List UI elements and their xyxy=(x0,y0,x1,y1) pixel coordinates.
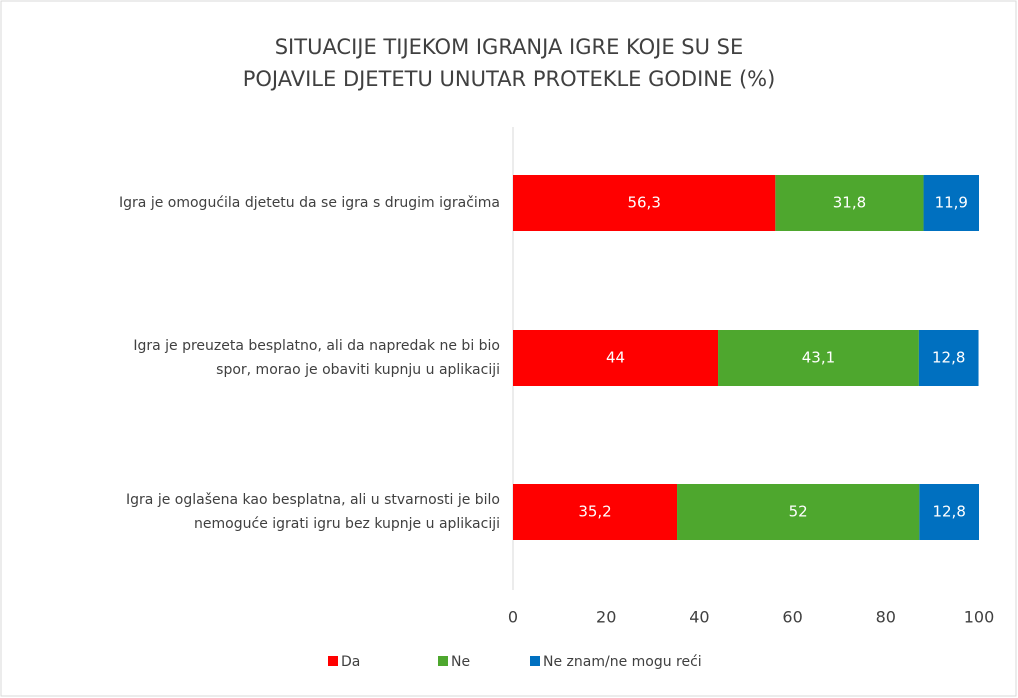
bar-segment xyxy=(677,484,920,540)
data-label: 52 xyxy=(789,503,808,521)
legend-swatch xyxy=(328,656,338,666)
y-tick-label: Igra je omogućila djetetu da se igra s d… xyxy=(119,195,500,211)
bar-segment xyxy=(775,175,924,231)
data-label: 35,2 xyxy=(578,503,611,521)
chart-title: SITUACIJE TIJEKOM IGRANJA IGRE KOJE SU S… xyxy=(275,35,744,59)
data-label: 43,1 xyxy=(802,349,835,367)
data-label: 12,8 xyxy=(932,503,965,521)
legend-swatch xyxy=(530,656,540,666)
data-label: 31,8 xyxy=(833,194,866,212)
bar-segment xyxy=(923,175,979,231)
x-tick-label: 0 xyxy=(508,608,518,627)
x-tick-label: 80 xyxy=(876,608,896,627)
y-tick-label: Igra je oglašena kao besplatna, ali u st… xyxy=(126,492,500,508)
x-tick-label: 20 xyxy=(596,608,616,627)
bar-segment xyxy=(919,484,979,540)
y-tick-label: Igra je preuzeta besplatno, ali da napre… xyxy=(133,338,500,354)
legend-label: Ne xyxy=(451,654,470,670)
bar-segment xyxy=(513,484,678,540)
legend-label: Da xyxy=(341,654,360,670)
x-tick-label: 100 xyxy=(964,608,995,627)
legend-swatch xyxy=(438,656,448,666)
bar-segment xyxy=(918,330,979,386)
x-tick-label: 40 xyxy=(689,608,709,627)
chart-title: POJAVILE DJETETU UNUTAR PROTEKLE GODINE … xyxy=(243,67,776,91)
y-tick-label: nemoguće igrati igru bez kupnje u aplika… xyxy=(194,516,500,532)
bar-segment xyxy=(513,330,719,386)
data-label: 12,8 xyxy=(932,349,965,367)
y-tick-label: spor, morao je obaviti kupnju u aplikaci… xyxy=(216,362,500,378)
data-label: 44 xyxy=(606,349,625,367)
bar-segment xyxy=(718,330,919,386)
data-label: 11,9 xyxy=(935,194,968,212)
x-tick-label: 60 xyxy=(782,608,802,627)
bar-segment xyxy=(513,175,776,231)
data-label: 56,3 xyxy=(627,194,660,212)
legend-label: Ne znam/ne mogu reći xyxy=(543,654,702,670)
